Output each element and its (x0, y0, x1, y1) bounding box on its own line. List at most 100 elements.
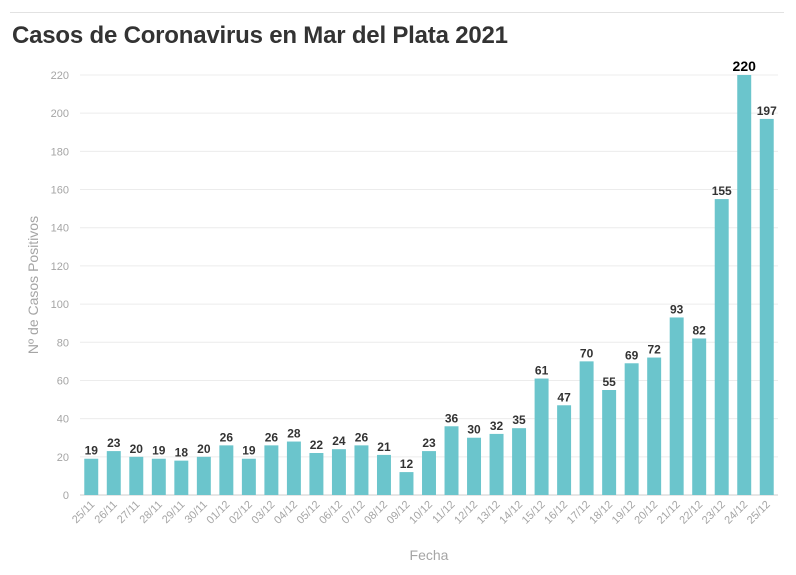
x-tick-label: 13/12 (475, 499, 503, 527)
x-tick-label: 11/12 (430, 499, 457, 526)
bar (579, 361, 594, 495)
y-tick-label: 100 (51, 299, 69, 311)
y-tick-label: 80 (57, 337, 69, 349)
gridlines (80, 74, 778, 496)
data-label: 30 (467, 423, 481, 437)
x-tick-label: 10/12 (407, 499, 435, 527)
data-label: 220 (733, 58, 757, 74)
x-tick-label: 17/12 (565, 499, 593, 527)
x-tick-label: 18/12 (587, 499, 615, 527)
y-tick-label: 20 (57, 452, 69, 464)
bar (714, 199, 729, 495)
data-label: 35 (512, 413, 526, 427)
data-label: 22 (310, 438, 324, 452)
y-tick-label: 0 (63, 490, 69, 502)
data-label: 197 (757, 104, 777, 118)
bar (422, 451, 436, 495)
bar (669, 317, 684, 495)
data-labels: 19 23 20 19 18 20 26 19 26 28 22 24 26 21 12 23 36 30 32 35… (85, 58, 777, 471)
data-label: 69 (625, 348, 639, 362)
bar (399, 472, 414, 495)
y-tick-label: 40 (57, 414, 69, 426)
data-label: 55 (602, 375, 616, 389)
data-label: 23 (422, 436, 436, 450)
bar (692, 338, 707, 495)
y-tick-label: 200 (51, 108, 69, 120)
data-label: 18 (175, 446, 189, 460)
x-tick-label: 04/12 (272, 499, 300, 527)
y-tick-label: 160 (51, 185, 69, 197)
x-axis-ticks: 25/1126/1127/1128/1129/1130/1101/1202/12… (70, 499, 773, 527)
x-tick-label: 08/12 (362, 499, 390, 527)
bar (219, 445, 234, 495)
data-label: 26 (220, 430, 234, 444)
bar (174, 460, 189, 495)
bar (624, 363, 639, 495)
data-label: 32 (490, 419, 504, 433)
x-tick-label: 15/12 (520, 499, 548, 527)
data-label: 20 (197, 442, 211, 456)
y-tick-label: 180 (51, 146, 69, 158)
bars (84, 75, 774, 495)
data-label: 82 (693, 323, 707, 337)
data-label: 36 (445, 411, 459, 425)
top-divider (10, 12, 784, 13)
data-label: 26 (355, 430, 369, 444)
data-label: 19 (242, 444, 256, 458)
x-tick-label: 27/11 (115, 499, 142, 526)
x-tick-label: 09/12 (385, 499, 413, 527)
x-tick-label: 07/12 (340, 499, 368, 527)
bar (196, 456, 211, 495)
bar (354, 445, 369, 495)
bar (241, 458, 256, 495)
data-label: 26 (265, 430, 279, 444)
x-tick-label: 02/12 (227, 499, 255, 527)
bar (737, 75, 752, 495)
bar (759, 118, 774, 495)
x-tick-label: 20/12 (632, 499, 660, 527)
bar (602, 390, 617, 495)
bar (376, 454, 391, 495)
y-tick-label: 140 (51, 223, 69, 235)
data-label: 72 (647, 343, 661, 357)
bar (444, 426, 459, 495)
data-label: 20 (130, 442, 144, 456)
data-label: 70 (580, 346, 594, 360)
data-label: 23 (107, 436, 121, 450)
x-tick-label: 29/11 (160, 499, 187, 526)
bar (286, 441, 301, 495)
x-axis-title: Fecha (410, 547, 449, 563)
chart-title: Casos de Coronavirus en Mar del Plata 20… (12, 22, 508, 49)
data-label: 19 (85, 444, 99, 458)
data-label: 28 (287, 427, 301, 441)
x-tick-label: 21/12 (655, 499, 683, 527)
bar (106, 451, 121, 495)
bar (534, 378, 549, 495)
x-tick-label: 06/12 (317, 499, 345, 527)
data-label: 24 (332, 434, 346, 448)
y-axis-ticks: 0 20 40 60 80 100 120 140 160 180 200 220 (51, 70, 69, 502)
x-tick-label: 24/12 (722, 499, 750, 527)
bar (84, 458, 99, 495)
y-tick-label: 120 (51, 261, 69, 273)
x-tick-label: 19/12 (610, 499, 638, 527)
data-label: 61 (535, 364, 549, 378)
data-label: 155 (712, 184, 732, 198)
x-tick-label: 25/11 (70, 499, 97, 526)
bar (647, 357, 662, 495)
bar (557, 405, 572, 495)
bar (512, 428, 527, 495)
x-tick-label: 30/11 (183, 499, 210, 526)
data-label: 12 (400, 457, 414, 471)
y-axis-title: Nº de Casos Positivos (25, 216, 41, 354)
x-tick-label: 25/12 (745, 499, 773, 527)
data-label: 19 (152, 444, 166, 458)
x-tick-label: 05/12 (295, 499, 323, 527)
data-label: 93 (670, 302, 684, 316)
bar (264, 445, 279, 495)
bar (331, 449, 346, 495)
x-tick-label: 16/12 (542, 499, 570, 527)
x-tick-label: 12/12 (452, 499, 480, 527)
x-tick-label: 23/12 (700, 499, 728, 527)
